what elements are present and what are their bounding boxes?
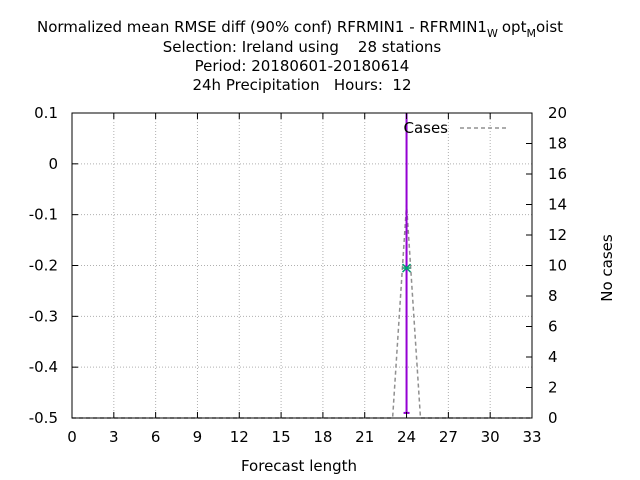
x-tick-label: 15 (272, 428, 291, 446)
y-tick-label: -0.4 (29, 358, 58, 376)
x-tick-label: 33 (522, 428, 541, 446)
y2-axis-label: No cases (598, 234, 616, 302)
cases-series (72, 204, 532, 419)
y-tick-label: -0.3 (29, 307, 58, 325)
x-tick-label: 30 (481, 428, 500, 446)
y2-tick-label: 14 (548, 196, 567, 214)
y-axis-tick-labels: 0.1 0 -0.1 -0.2 -0.3 -0.4 -0.5 (29, 104, 58, 427)
y2-tick-label: 20 (548, 104, 567, 122)
x-tick-label: 24 (397, 428, 416, 446)
y2-tick-label: 8 (548, 287, 558, 305)
legend-label-cases: Cases (403, 119, 448, 137)
diff-series (402, 113, 412, 414)
title-line-4: 24h Precipitation Hours: 12 (192, 76, 411, 94)
chart-title: Normalized mean RMSE diff (90% conf) RFR… (37, 18, 563, 94)
x-tick-label: 3 (109, 428, 119, 446)
x-tick-label: 0 (67, 428, 77, 446)
x-axis-label: Forecast length (241, 457, 357, 475)
cases-line (72, 204, 532, 419)
y-tick-label: 0 (48, 155, 58, 173)
y-tick-label: -0.2 (29, 257, 58, 275)
grid-lines (72, 113, 532, 418)
x-axis-tick-labels: 0 3 6 9 12 15 18 21 24 27 30 33 (67, 428, 541, 446)
x-tick-label: 6 (151, 428, 161, 446)
y-tick-label: -0.5 (29, 409, 58, 427)
y2-tick-label: 10 (548, 257, 567, 275)
x-tick-label: 27 (439, 428, 458, 446)
y-tick-label: -0.1 (29, 206, 58, 224)
title-line-3: Period: 20180601-20180614 (195, 57, 410, 75)
y2-tick-label: 4 (548, 348, 558, 366)
y2-tick-label: 12 (548, 226, 567, 244)
x-tick-label: 21 (355, 428, 374, 446)
x-tick-label: 12 (230, 428, 249, 446)
diff-mean-point (402, 263, 412, 273)
title-line-1: Normalized mean RMSE diff (90% conf) RFR… (37, 18, 563, 40)
x-tick-label: 9 (193, 428, 203, 446)
y2-tick-label: 6 (548, 318, 558, 336)
y2-tick-label: 2 (548, 379, 558, 397)
title-line-2: Selection: Ireland using 28 stations (163, 38, 442, 56)
axis-ticks (71, 112, 533, 419)
y-tick-label: 0.1 (34, 104, 58, 122)
y2-tick-label: 18 (548, 135, 567, 153)
y2-tick-label: 0 (548, 409, 558, 427)
x-tick-label: 18 (313, 428, 332, 446)
legend: Cases (403, 119, 506, 137)
y2-tick-label: 16 (548, 165, 567, 183)
